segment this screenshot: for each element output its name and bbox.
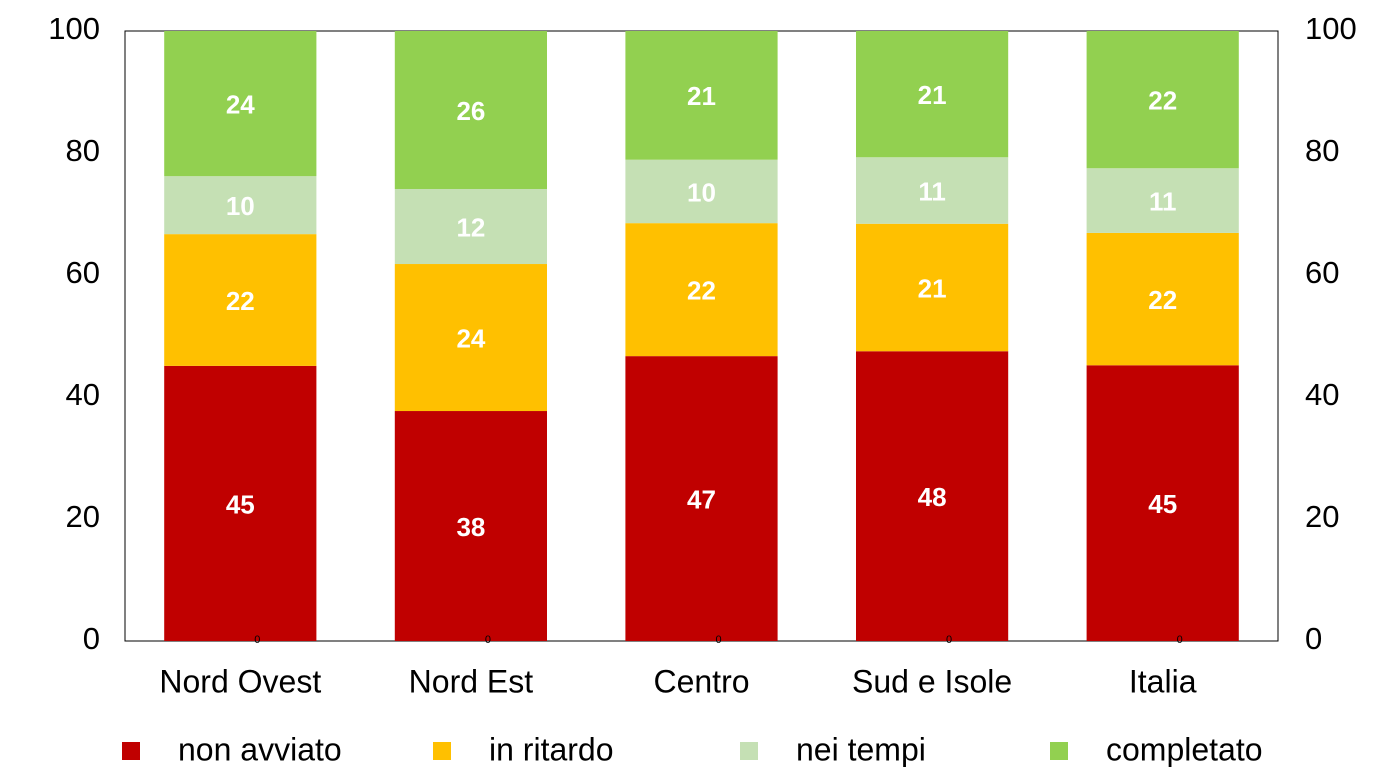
bar-segment [1086,31,1239,169]
y-tick-label: 100 [48,11,100,46]
data-label: 10 [226,191,255,221]
y2-tick-label: 100 [1305,11,1357,46]
bar-segment [394,31,547,189]
y-tick-label: 60 [66,255,100,290]
bar-segment [394,411,547,641]
bar-segment [625,223,778,357]
data-label: 21 [918,80,947,110]
y2-tick-label: 20 [1305,499,1339,534]
y2-tick-label: 80 [1305,133,1339,168]
y2-tick-label: 40 [1305,377,1339,412]
zero-label: 0 [254,634,260,646]
y2-tick-label: 60 [1305,255,1339,290]
legend-swatch [122,742,140,760]
legend-label: in ritardo [489,731,614,767]
legend-swatch [1050,742,1068,760]
bar-segment [164,234,317,366]
data-label: 24 [456,323,485,353]
data-label: 22 [1148,285,1177,315]
data-label: 21 [918,273,947,303]
data-label: 47 [687,484,716,514]
legend-swatch [740,742,758,760]
x-tick-label: Italia [1129,663,1197,699]
x-tick-label: Nord Est [409,663,534,699]
bar-segment [856,157,1009,224]
x-tick-label: Sud e Isole [852,663,1012,699]
data-label: 22 [226,286,255,316]
y-tick-label: 20 [66,499,100,534]
data-label: 11 [1149,186,1177,216]
legend-label: nei tempi [796,731,926,767]
y-tick-label: 80 [66,133,100,168]
legend-swatch [433,742,451,760]
data-label: 22 [687,276,716,306]
legend-label: completato [1106,731,1263,767]
data-label: 24 [226,89,255,119]
data-label: 26 [456,96,485,126]
zero-label: 0 [715,634,721,646]
bar-segment [856,223,1009,352]
bar-segment [164,176,317,235]
data-label: 45 [226,489,255,519]
bar-segment [625,31,778,160]
x-tick-label: Nord Ovest [159,663,321,699]
bar-segment [394,264,547,412]
bar-segment [856,31,1009,158]
bar-segment [625,159,778,224]
bar-segment [1086,365,1239,641]
bar-segment [164,365,317,641]
data-label: 10 [687,177,716,207]
data-label: 11 [918,176,946,206]
data-label: 21 [687,81,716,111]
data-label: 22 [1148,86,1177,116]
zero-label: 0 [946,634,952,646]
data-label: 38 [456,512,485,542]
data-label: 45 [1148,489,1177,519]
data-label: 48 [918,482,947,512]
y-tick-label: 0 [83,621,100,656]
zero-label: 0 [1177,634,1183,646]
data-label: 12 [456,212,485,242]
y-tick-label: 40 [66,377,100,412]
bar-segment [1086,168,1239,233]
bar-segment [164,31,317,177]
bar-segment [1086,232,1239,366]
legend-label: non avviato [178,731,342,767]
zero-label: 0 [485,634,491,646]
bar-segment [856,351,1009,641]
x-tick-label: Centro [653,663,749,699]
bar-segment [625,356,778,641]
y2-tick-label: 0 [1305,621,1322,656]
bar-segment [394,188,547,265]
